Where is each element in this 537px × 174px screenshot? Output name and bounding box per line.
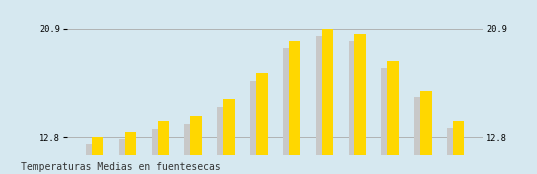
Bar: [354, 34, 366, 174]
Bar: [86, 144, 98, 174]
Bar: [223, 99, 235, 174]
Bar: [92, 137, 104, 174]
Bar: [453, 121, 465, 174]
Bar: [349, 41, 360, 174]
Bar: [125, 132, 136, 174]
Bar: [283, 48, 294, 174]
Bar: [157, 121, 169, 174]
Bar: [414, 97, 426, 174]
Bar: [250, 81, 262, 174]
Bar: [381, 68, 393, 174]
Bar: [420, 90, 432, 174]
Bar: [289, 41, 300, 174]
Bar: [322, 29, 333, 174]
Bar: [256, 73, 267, 174]
Bar: [185, 124, 196, 174]
Bar: [191, 116, 202, 174]
Bar: [447, 128, 459, 174]
Bar: [387, 61, 399, 174]
Bar: [217, 107, 229, 174]
Bar: [151, 129, 163, 174]
Bar: [316, 36, 327, 174]
Text: Temperaturas Medias en fuentesecas: Temperaturas Medias en fuentesecas: [21, 162, 221, 172]
Bar: [119, 139, 130, 174]
